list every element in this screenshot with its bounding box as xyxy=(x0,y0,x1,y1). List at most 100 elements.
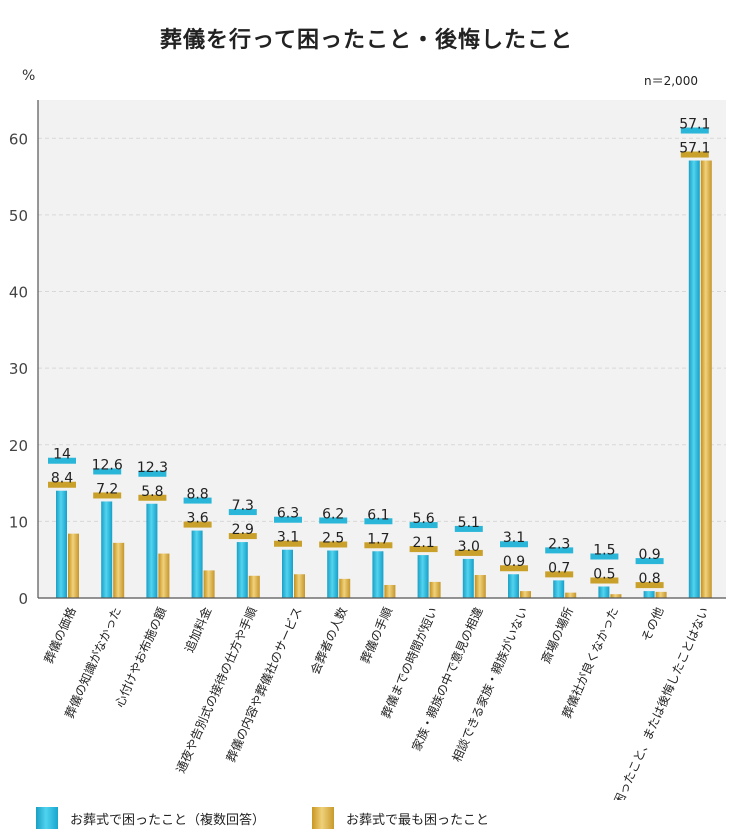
data-label: 2.9 xyxy=(232,522,254,538)
bar-series-2 xyxy=(700,160,712,598)
x-category-label: 困ったこと、または後悔したことはない xyxy=(610,605,711,800)
data-label-marker xyxy=(319,517,348,524)
legend-item-series-1: お葬式で困ったこと（複数回答） xyxy=(36,806,265,830)
data-label: 7.3 xyxy=(232,498,254,514)
data-label-marker xyxy=(364,518,393,525)
bar-series-2 xyxy=(610,594,622,598)
x-category-label: 通夜や告別式の接待の仕方や手順 xyxy=(173,605,260,776)
data-label: 12.6 xyxy=(92,457,123,473)
bar-series-1 xyxy=(191,530,203,598)
data-label-marker xyxy=(138,494,167,501)
data-label: 0.9 xyxy=(503,554,525,570)
bar-series-2 xyxy=(520,591,531,598)
data-label-marker xyxy=(500,541,528,548)
data-label-marker xyxy=(454,525,483,532)
y-tick-label: 50 xyxy=(9,207,28,225)
data-label: 57.1 xyxy=(679,141,710,157)
data-label: 0.9 xyxy=(638,547,660,563)
data-label-marker xyxy=(138,470,167,477)
data-label-marker xyxy=(500,565,528,572)
bar-series-1 xyxy=(508,574,519,598)
bar-series-2 xyxy=(384,584,396,598)
y-tick-label: 20 xyxy=(9,437,28,455)
data-label-marker xyxy=(680,151,709,158)
x-category-label: 葬儀の手順 xyxy=(358,605,395,666)
y-tick-label: 0 xyxy=(18,590,28,608)
bar-series-1 xyxy=(462,558,474,598)
data-label: 0.7 xyxy=(548,560,570,576)
data-label-marker xyxy=(319,541,348,548)
bar-series-2 xyxy=(565,592,577,598)
bar-series-2 xyxy=(203,570,215,598)
data-label-marker xyxy=(454,549,483,556)
data-label: 1.5 xyxy=(593,543,615,559)
bar-series-2 xyxy=(429,581,441,598)
data-label: 7.2 xyxy=(96,481,118,497)
bar-series-1 xyxy=(598,586,610,598)
data-label: 6.1 xyxy=(367,507,389,523)
bar-series-2 xyxy=(655,591,667,598)
sample-size-note: n＝2,000 xyxy=(644,74,698,88)
data-label-marker xyxy=(545,571,574,578)
data-label: 12.3 xyxy=(137,460,168,476)
x-category-label: 葬儀の内容や葬儀社のサービス xyxy=(223,605,305,765)
bar-series-1 xyxy=(101,501,113,598)
bar-series-2 xyxy=(294,574,305,598)
bar-series-1 xyxy=(553,580,565,598)
data-label-marker xyxy=(635,582,664,589)
data-label-marker xyxy=(590,553,619,560)
data-label-marker xyxy=(228,509,257,516)
x-category-label: 心付けやお布施の額 xyxy=(112,605,169,709)
bar-series-1 xyxy=(282,549,293,598)
legend-label-series-1: お葬式で困ったこと（複数回答） xyxy=(70,812,266,828)
x-category-label: 斎場の場所 xyxy=(538,605,576,666)
data-label: 3.1 xyxy=(277,530,299,546)
data-label-marker xyxy=(635,558,664,565)
data-label-marker xyxy=(228,533,257,540)
data-label: 2.1 xyxy=(412,535,434,551)
data-label: 2.5 xyxy=(322,530,344,546)
legend-swatch-gold xyxy=(312,807,334,829)
bar-series-1 xyxy=(146,503,158,598)
data-label: 57.1 xyxy=(679,117,710,133)
bar-series-1 xyxy=(417,555,429,598)
data-label-marker xyxy=(364,542,393,549)
bar-series-1 xyxy=(236,542,248,598)
x-category-label: 追加料金 xyxy=(181,605,214,655)
bar-series-1 xyxy=(643,591,655,598)
data-label-marker xyxy=(93,468,122,475)
data-label: 8.4 xyxy=(51,471,73,487)
y-tick-label: 30 xyxy=(9,360,28,378)
data-label: 5.1 xyxy=(458,515,480,531)
bar-series-1 xyxy=(56,490,67,598)
legend-item-series-2: お葬式で最も困ったこと xyxy=(312,806,489,830)
bar-series-2 xyxy=(339,578,351,598)
data-label: 3.1 xyxy=(503,530,525,546)
data-label: 6.2 xyxy=(322,506,344,522)
data-label-marker xyxy=(48,481,76,488)
y-tick-label: 60 xyxy=(9,130,28,148)
x-category-label: その他 xyxy=(639,605,666,644)
data-label-marker xyxy=(680,127,709,134)
data-label-marker xyxy=(183,521,212,528)
chart-title: 葬儀を行って困ったこと・後悔したこと xyxy=(160,28,573,53)
legend-label-series-2: お葬式で最も困ったこと xyxy=(346,812,490,828)
bar-series-1 xyxy=(688,160,700,598)
data-label: 2.3 xyxy=(548,536,570,552)
x-category-label: 会葬者の人数 xyxy=(307,605,350,677)
bar-chart: 148.4葬儀の価格12.67.2葬儀の知識がなかった12.35.8心付けやお布… xyxy=(9,100,726,800)
x-category-label: 相談できる家族・親族がいない xyxy=(449,605,531,764)
data-label: 3.0 xyxy=(458,539,480,555)
data-label-marker xyxy=(590,577,619,584)
data-label: 8.8 xyxy=(186,487,208,503)
x-category-label: 葬儀の価格 xyxy=(41,605,79,666)
bar-series-1 xyxy=(327,550,339,598)
data-label-marker xyxy=(409,522,438,529)
bar-series-2 xyxy=(68,533,79,598)
data-label-marker xyxy=(93,492,122,499)
data-label-marker xyxy=(274,516,302,523)
bar-series-2 xyxy=(248,575,260,598)
data-label: 6.3 xyxy=(277,506,299,522)
data-label: 14 xyxy=(53,447,71,463)
data-label: 0.8 xyxy=(638,571,660,587)
